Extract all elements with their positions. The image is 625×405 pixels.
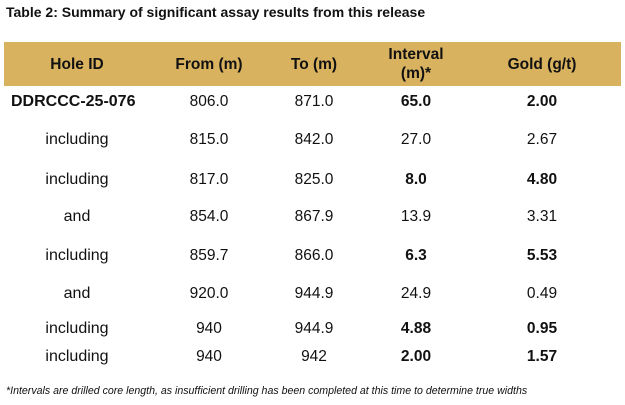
cell-interval: 8.0 xyxy=(405,171,427,188)
cell-from: 817.0 xyxy=(189,171,229,188)
header-gold: Gold (g/t) xyxy=(507,55,577,73)
cell-hole-id: including xyxy=(45,320,109,337)
cell-from: 854.0 xyxy=(189,208,229,225)
cell-hole-id: including xyxy=(45,131,109,148)
cell-hole-id: including xyxy=(45,171,109,188)
cell-gold: 2.67 xyxy=(526,131,558,148)
assay-results-table: Hole ID From (m) To (m) Interval (m)* Go… xyxy=(4,42,621,365)
cell-interval: 13.9 xyxy=(400,208,432,225)
table-row: DDRCCC-25-076 806.0 871.0 65.0 2.00 xyxy=(4,91,621,113)
table-header-row: Hole ID From (m) To (m) Interval (m)* Go… xyxy=(4,42,621,86)
cell-from: 815.0 xyxy=(189,131,229,148)
table-row: including 940 942 2.00 1.57 xyxy=(4,346,621,368)
cell-hole-id: and xyxy=(63,208,91,225)
cell-to: 871.0 xyxy=(294,93,334,110)
cell-to: 942 xyxy=(301,348,327,365)
cell-to: 842.0 xyxy=(294,131,334,148)
header-from: From (m) xyxy=(175,55,243,73)
cell-interval: 24.9 xyxy=(400,285,432,302)
cell-interval: 4.88 xyxy=(400,320,432,337)
cell-gold: 4.80 xyxy=(526,171,558,188)
header-to: To (m) xyxy=(290,55,338,73)
table-row: including 817.0 825.0 8.0 4.80 xyxy=(4,169,621,191)
cell-to: 825.0 xyxy=(294,171,334,188)
cell-from: 940 xyxy=(196,348,222,365)
cell-gold: 1.57 xyxy=(526,348,558,365)
cell-gold: 0.95 xyxy=(526,320,558,337)
cell-interval: 2.00 xyxy=(400,348,432,365)
header-interval-line2: (m)* xyxy=(400,65,432,82)
cell-from: 806.0 xyxy=(189,93,229,110)
header-hole-id: Hole ID xyxy=(50,55,104,73)
cell-to: 944.9 xyxy=(294,285,334,302)
cell-to: 866.0 xyxy=(294,247,334,264)
cell-gold: 5.53 xyxy=(526,247,558,264)
header-interval-line1: Interval xyxy=(388,46,444,63)
cell-hole-id: DDRCCC-25-076 xyxy=(11,93,136,110)
table-row: and 920.0 944.9 24.9 0.49 xyxy=(4,283,621,305)
cell-gold: 0.49 xyxy=(526,285,558,302)
table-row: and 854.0 867.9 13.9 3.31 xyxy=(4,206,621,228)
cell-interval: 27.0 xyxy=(400,131,432,148)
cell-from: 859.7 xyxy=(189,247,229,264)
table-row: including 859.7 866.0 6.3 5.53 xyxy=(4,245,621,267)
table-row: including 815.0 842.0 27.0 2.67 xyxy=(4,129,621,151)
cell-interval: 6.3 xyxy=(405,247,427,264)
cell-from: 940 xyxy=(196,320,222,337)
cell-gold: 2.00 xyxy=(526,93,558,110)
cell-from: 920.0 xyxy=(189,285,229,302)
cell-gold: 3.31 xyxy=(526,208,558,225)
footnote: *Intervals are drilled core length, as i… xyxy=(6,385,528,397)
table-title: Table 2: Summary of significant assay re… xyxy=(6,4,426,20)
cell-interval: 65.0 xyxy=(400,93,432,110)
cell-hole-id: including xyxy=(45,247,109,264)
cell-to: 944.9 xyxy=(294,320,334,337)
cell-hole-id: and xyxy=(63,285,91,302)
cell-hole-id: including xyxy=(45,348,109,365)
table-row: including 940 944.9 4.88 0.95 xyxy=(4,318,621,340)
cell-to: 867.9 xyxy=(294,208,334,225)
header-interval: Interval (m)* xyxy=(360,42,472,86)
